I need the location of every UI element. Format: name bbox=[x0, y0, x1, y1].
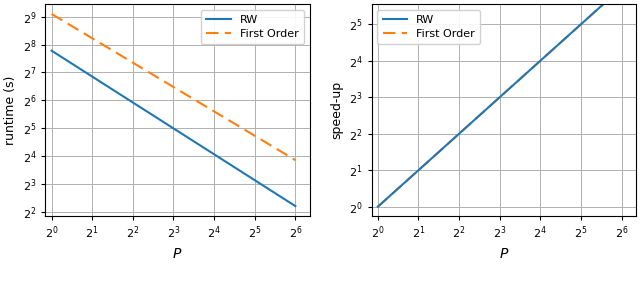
Line: First Order: First Order bbox=[52, 14, 296, 160]
RW bbox=[496, 95, 504, 99]
Legend: RW, First Order: RW, First Order bbox=[378, 10, 481, 44]
RW bbox=[88, 75, 96, 78]
RW bbox=[292, 204, 300, 208]
First Order bbox=[536, 59, 544, 62]
First Order bbox=[48, 12, 56, 16]
RW bbox=[577, 22, 585, 26]
Legend: RW, First Order: RW, First Order bbox=[201, 10, 304, 44]
Y-axis label: speed-up: speed-up bbox=[330, 81, 344, 139]
First Order bbox=[292, 158, 300, 162]
RW bbox=[536, 59, 544, 62]
RW bbox=[374, 205, 381, 208]
First Order bbox=[211, 110, 218, 113]
Y-axis label: runtime (s): runtime (s) bbox=[4, 75, 17, 145]
X-axis label: $P$: $P$ bbox=[499, 247, 509, 261]
First Order bbox=[170, 85, 177, 89]
RW bbox=[48, 49, 56, 52]
Line: RW: RW bbox=[378, 0, 621, 207]
RW bbox=[129, 101, 137, 104]
Line: First Order: First Order bbox=[378, 0, 621, 207]
X-axis label: $P$: $P$ bbox=[172, 247, 182, 261]
First Order bbox=[496, 95, 504, 99]
First Order bbox=[374, 205, 381, 208]
First Order bbox=[88, 37, 96, 40]
First Order bbox=[415, 168, 422, 172]
RW bbox=[455, 132, 463, 135]
RW bbox=[211, 153, 218, 156]
Line: RW: RW bbox=[52, 51, 296, 206]
RW bbox=[251, 178, 259, 182]
First Order bbox=[577, 22, 585, 26]
First Order bbox=[251, 134, 259, 137]
RW bbox=[415, 168, 422, 172]
First Order bbox=[129, 61, 137, 64]
First Order bbox=[455, 132, 463, 135]
RW bbox=[170, 127, 177, 130]
